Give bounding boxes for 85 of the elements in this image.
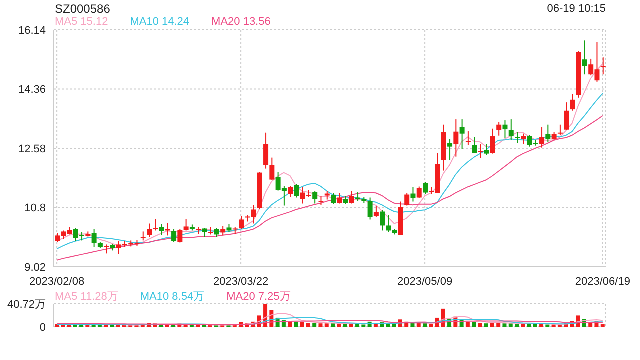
candlestick	[288, 186, 294, 198]
candlestick	[448, 138, 453, 161]
y-tick-label: 40.72万	[7, 298, 46, 311]
candlestick	[349, 190, 354, 204]
x-tick-label: 2023/03/22	[214, 276, 269, 288]
candlestick	[600, 57, 606, 76]
candlestick	[92, 228, 97, 248]
y-tick-label: 14.36	[18, 84, 46, 96]
candlestick	[239, 216, 244, 230]
bar	[294, 322, 298, 327]
text: 06-19 10:15	[547, 3, 606, 15]
candlestick	[172, 228, 177, 243]
candlestick	[472, 136, 478, 154]
candlestick	[368, 197, 373, 220]
candlestick	[184, 218, 189, 232]
y-tick-label: 16.14	[18, 24, 46, 37]
y-tick-label: 0	[40, 322, 46, 334]
candlestick	[540, 126, 545, 148]
text: MA5 15.12	[55, 16, 108, 28]
candlestick	[214, 228, 220, 238]
candlestick	[374, 206, 379, 218]
bar	[306, 323, 310, 327]
candlestick	[546, 124, 551, 144]
series-label: MA20 7.25万	[226, 290, 291, 304]
y-tick-label: 10.8	[24, 202, 46, 215]
candlestick	[515, 132, 520, 144]
chart-title: SZ000586	[55, 2, 110, 16]
candlestick	[484, 144, 490, 156]
candlestick	[202, 228, 208, 238]
candlestick	[558, 124, 563, 136]
bar	[521, 324, 526, 327]
candlestick	[410, 186, 416, 202]
candlestick	[490, 128, 496, 154]
x-tick-label: 2023/05/09	[398, 276, 453, 288]
candlestick	[178, 228, 183, 244]
candlestick	[331, 192, 336, 205]
bar	[318, 324, 323, 327]
candlestick	[478, 144, 484, 159]
candlestick	[147, 223, 152, 238]
candlestick	[570, 94, 576, 112]
candlestick	[466, 131, 471, 146]
line-series	[56, 93, 604, 250]
text: MA20 13.56	[212, 16, 271, 28]
candlestick	[496, 122, 502, 136]
bar	[502, 324, 507, 327]
candlestick	[416, 186, 422, 199]
candlestick	[564, 102, 570, 131]
bar	[484, 324, 488, 327]
candlestick	[460, 119, 465, 150]
bar	[349, 324, 354, 327]
bar	[324, 324, 329, 327]
bar	[392, 324, 396, 327]
y-tick-label: 12.58	[18, 143, 46, 156]
bar	[312, 323, 317, 327]
bar	[337, 324, 342, 327]
x-tick-label: 2023/02/08	[30, 276, 85, 288]
series-label: MA10 8.54万	[140, 290, 205, 304]
candlestick	[312, 190, 318, 204]
candlestick	[423, 182, 428, 195]
candlestick	[582, 40, 588, 76]
x-tick-label: 2023/06/19	[575, 276, 630, 288]
candlestick	[521, 133, 526, 146]
bar	[423, 324, 427, 327]
candlestick	[264, 132, 269, 170]
y-tick-label: 9.02	[24, 262, 46, 274]
candlestick	[404, 192, 410, 206]
bar	[300, 322, 304, 327]
candlestick	[508, 119, 514, 141]
candlestick	[502, 120, 508, 140]
candlestick	[454, 119, 459, 158]
candlestick	[380, 210, 386, 232]
bar	[466, 322, 470, 327]
candlestick	[337, 192, 342, 204]
candlestick	[220, 226, 226, 236]
line-series	[56, 115, 604, 261]
bar	[472, 322, 476, 327]
candlestick	[270, 157, 275, 181]
bar	[429, 324, 434, 327]
candlestick	[153, 218, 158, 232]
bar	[515, 324, 519, 327]
candlestick	[294, 184, 300, 198]
candlestick	[159, 224, 164, 236]
series-label: MA5 11.28万	[55, 290, 118, 304]
bar	[478, 323, 482, 327]
text: MA10 14.24	[130, 16, 190, 28]
